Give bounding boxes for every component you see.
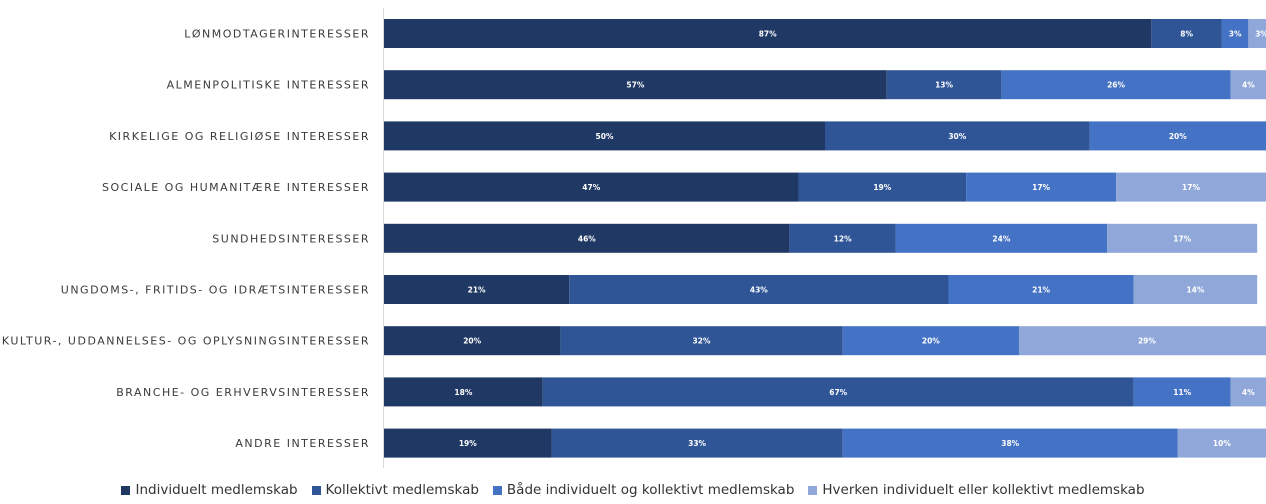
category-label: BRANCHE- OG ERHVERVSINTERESSER — [116, 386, 370, 399]
bar-segment — [542, 377, 1134, 407]
data-label: 12% — [834, 234, 852, 243]
data-label: 20% — [1169, 132, 1187, 141]
data-label: 3% — [1229, 30, 1242, 39]
bar-segment — [1089, 121, 1266, 151]
legend-label: Individuelt medlemskab — [135, 482, 298, 498]
bar-segment — [1177, 428, 1266, 458]
bar-segment — [551, 428, 843, 458]
data-label: 17% — [1173, 234, 1191, 243]
bar-segment — [569, 275, 949, 304]
bar-segment — [842, 326, 1020, 356]
bar-segment — [825, 121, 1090, 151]
category-label: UNGDOMS-, FRITIDS- OG IDRÆTSINTERESSER — [61, 284, 370, 297]
legend-swatch — [808, 485, 818, 495]
bar-segment — [1019, 326, 1266, 356]
bar-segment — [842, 428, 1178, 458]
bar-segment — [1151, 19, 1222, 48]
legend-item: Kollektivt medlemskab — [311, 482, 479, 498]
data-label: 46% — [578, 234, 596, 243]
category-label: KULTUR-, UDDANNELSES- OG OPLYSNINGSINTER… — [2, 335, 370, 348]
bar-segment — [560, 326, 843, 356]
bar-segment — [1230, 70, 1266, 100]
chart-legend: Individuelt medlemskab Kollektivt medlems… — [0, 482, 1266, 498]
data-label: 43% — [750, 286, 768, 295]
data-label: 20% — [463, 337, 481, 346]
data-label: 3% — [1255, 30, 1266, 39]
category-label: KIRKELIGE OG RELIGIØSE INTERESSER — [109, 130, 370, 143]
category-label: ANDRE INTERESSER — [235, 437, 370, 450]
bar-segment — [384, 223, 790, 253]
data-label: 57% — [626, 81, 644, 90]
data-label: 29% — [1138, 337, 1156, 346]
category-label: ALMENPOLITISKE INTERESSER — [167, 79, 370, 92]
bar-segment — [384, 326, 561, 356]
bar-segment — [1133, 275, 1258, 304]
bar-segment — [384, 172, 799, 202]
bar-segment — [1116, 172, 1266, 202]
data-label: 30% — [948, 132, 966, 141]
legend-item: Individuelt medlemskab — [121, 482, 298, 498]
bar-segment — [895, 223, 1108, 253]
data-label: 14% — [1186, 286, 1204, 295]
data-label: 21% — [1032, 286, 1050, 295]
legend-swatch — [492, 485, 502, 495]
data-label: 17% — [1032, 183, 1050, 192]
data-label: 26% — [1107, 81, 1125, 90]
data-label: 10% — [1213, 439, 1231, 448]
bar-segment — [1133, 377, 1231, 407]
legend-label: Kollektivt medlemskab — [325, 482, 479, 498]
data-label: 24% — [992, 234, 1010, 243]
bar-segment — [886, 70, 1002, 100]
bar-segment — [1107, 223, 1258, 253]
bar-segment — [384, 121, 825, 151]
bar-segment — [798, 172, 967, 202]
bar-segment — [1248, 19, 1266, 48]
data-label: 19% — [873, 183, 891, 192]
data-label: 50% — [596, 132, 614, 141]
data-label: 4% — [1242, 81, 1255, 90]
bar-segment — [1230, 377, 1266, 407]
bar-segment — [1221, 19, 1249, 48]
legend-swatch — [121, 485, 131, 495]
bar-segment — [384, 428, 552, 458]
data-label: 8% — [1180, 30, 1193, 39]
data-label: 20% — [922, 337, 940, 346]
data-label: 38% — [1001, 439, 1019, 448]
data-label: 4% — [1242, 388, 1255, 397]
bar-segment — [948, 275, 1134, 304]
legend-item: Både individuelt og kollektivt medlemska… — [492, 482, 795, 498]
data-label: 33% — [688, 439, 706, 448]
data-label: 18% — [454, 388, 472, 397]
data-label: 13% — [935, 81, 953, 90]
legend-swatch — [311, 485, 321, 495]
bar-segment — [384, 70, 887, 100]
bar-segment — [384, 275, 570, 304]
legend-label: Både individuelt og kollektivt medlemska… — [506, 482, 795, 498]
bar-segment — [966, 172, 1117, 202]
bar-segment — [789, 223, 896, 253]
category-label: SUNDHEDSINTERESSER — [212, 232, 370, 245]
bar-segment — [384, 19, 1152, 48]
data-label: 87% — [759, 30, 777, 39]
stacked-bar-chart: LØNMODTAGERINTERESSER 87% 8% 3% 3% ALMENPOLIT… — [2, 8, 1266, 468]
category-label: LØNMODTAGERINTERESSER — [184, 28, 370, 41]
data-label: 11% — [1173, 388, 1191, 397]
legend-label: Hverken individuelt eller kollektivt med… — [822, 482, 1145, 498]
data-label: 19% — [459, 439, 477, 448]
data-label: 67% — [829, 388, 847, 397]
data-label: 47% — [582, 183, 600, 192]
data-label: 32% — [693, 337, 711, 346]
data-label: 21% — [468, 286, 486, 295]
data-label: 17% — [1182, 183, 1200, 192]
category-label: SOCIALE OG HUMANITÆRE INTERESSER — [102, 181, 370, 194]
bar-segment — [1001, 70, 1231, 100]
legend-item: Hverken individuelt eller kollektivt med… — [808, 482, 1145, 498]
bar-segment — [384, 377, 543, 407]
